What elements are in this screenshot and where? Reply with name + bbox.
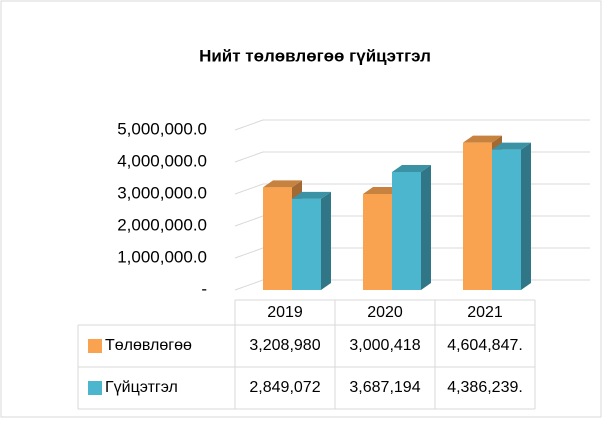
bar [392, 172, 421, 290]
table-cell: 3,208,980 [249, 337, 320, 354]
bar [463, 142, 492, 290]
legend-swatch [88, 381, 102, 395]
x-tick-label: 2020 [367, 304, 403, 321]
grid-line [234, 119, 590, 131]
bar [492, 149, 521, 290]
y-tick-label: - [201, 279, 207, 298]
x-tick-label: 2019 [267, 304, 303, 321]
table-cell: 4,604,847. [447, 337, 523, 354]
legend-swatch [88, 339, 102, 353]
table-cell: 3,000,418 [349, 337, 420, 354]
bar-top [263, 180, 302, 188]
table-cell: 4,386,239. [447, 379, 523, 396]
y-tick-label: 5,000,000.0 [117, 119, 207, 138]
bar-top [492, 142, 531, 150]
bar [292, 198, 321, 290]
bar-top [392, 165, 431, 173]
bar-side [521, 142, 531, 290]
bar-top [292, 191, 331, 199]
y-tick-label: 2,000,000.0 [117, 215, 207, 234]
bar-side [321, 191, 331, 290]
bar [263, 187, 292, 290]
chart-title: Нийт төлөвлөгөө гүйцэтгэл [199, 46, 431, 65]
bar-top [463, 135, 502, 143]
table-cell: 2,849,072 [249, 379, 320, 396]
y-tick-label: 1,000,000.0 [117, 247, 207, 266]
y-tick-label: 3,000,000.0 [117, 183, 207, 202]
y-tick-label: 4,000,000.0 [117, 151, 207, 170]
legend-label: Гүйцэтгэл [105, 379, 178, 396]
table-cell: 3,687,194 [349, 379, 420, 396]
bar-side [421, 165, 431, 290]
bar [363, 193, 392, 290]
legend-label: Төлөвлөгөө [105, 337, 192, 354]
x-tick-label: 2021 [467, 304, 503, 321]
